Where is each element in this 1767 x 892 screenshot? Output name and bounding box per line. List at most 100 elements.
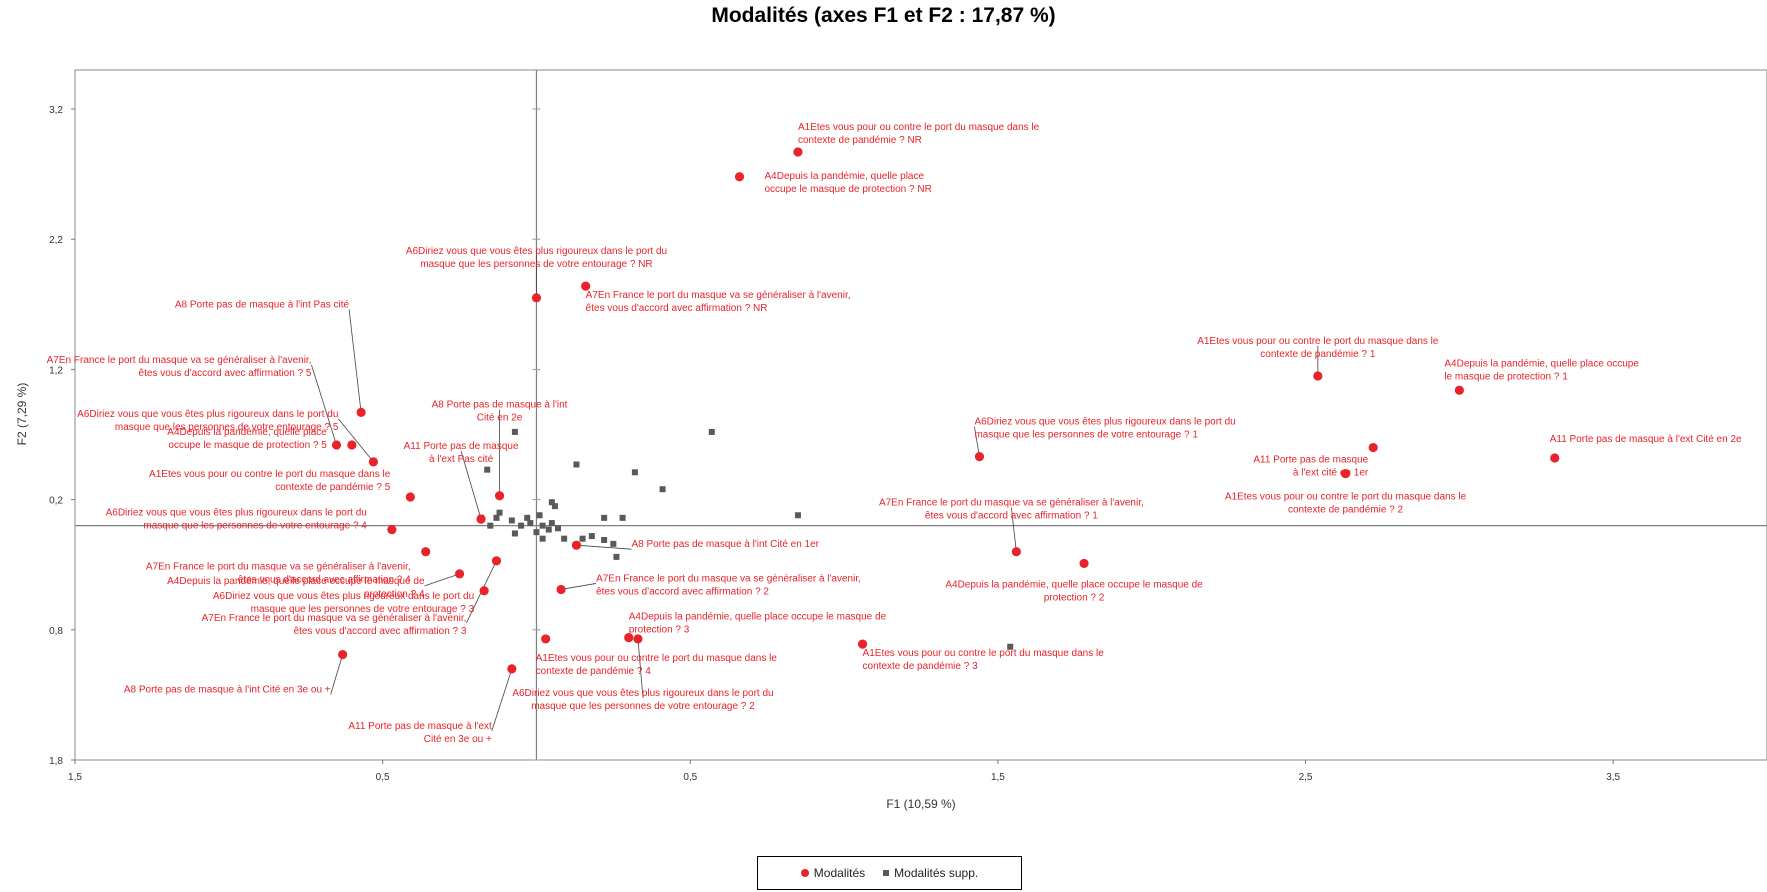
leader-line: [338, 418, 374, 463]
point-label-line: le masque de protection ? 1: [1444, 371, 1568, 382]
supplementary-point: [548, 499, 555, 506]
point-label-line: A7En France le port du masque va se géné…: [146, 562, 411, 573]
active-point: [494, 491, 505, 501]
supplementary-point: [518, 522, 525, 529]
point-label: A1Etes vous pour ou contre le port du ma…: [798, 122, 1040, 146]
point-label-line: A7En France le port du masque va se géné…: [202, 613, 467, 624]
point-label: A6Diriez vous que vous êtes plus rigoure…: [106, 508, 368, 532]
point-label-line: à l'ext Pas cité: [429, 454, 494, 465]
active-point: [454, 569, 465, 579]
supplementary-point: [548, 520, 555, 527]
point-label: A7En France le port du masque va se géné…: [879, 498, 1144, 522]
supplementary-point: [545, 526, 552, 533]
point-label-line: A6Diriez vous que vous êtes plus rigoure…: [77, 409, 338, 420]
supplementary-point: [554, 525, 561, 532]
supplementary-point: [533, 529, 540, 536]
active-point: [421, 547, 431, 557]
point-label: A11 Porte pas de masque à l'ext Cité en 3…: [348, 721, 492, 745]
leader-line: [576, 544, 632, 550]
point-label-line: A11 Porte pas de masque à l'ext: [348, 721, 492, 732]
point-label: A4Depuis la pandémie, quelle place occup…: [167, 576, 425, 600]
point-label-line: contexte de pandémie ? 5: [275, 482, 391, 493]
active-point: [581, 281, 591, 291]
y-tick-label: 1,8: [49, 756, 63, 767]
active-point: [571, 540, 582, 550]
y-tick-label: 1,2: [49, 365, 63, 376]
supplementary-point: [1007, 643, 1014, 650]
point-label-line: A4Depuis la pandémie, quelle place: [764, 171, 924, 182]
point-label-line: A1Etes vous pour ou contre le port du ma…: [1197, 336, 1439, 347]
point-label-line: occupe le masque de protection ? 5: [168, 440, 327, 451]
point-label-line: A8 Porte pas de masque à l'int: [432, 400, 568, 411]
supplementary-point: [794, 512, 801, 519]
point-label-line: A7En France le port du masque va se géné…: [596, 573, 861, 584]
active-point: [541, 634, 551, 644]
supplementary-point: [536, 512, 543, 519]
point-label-line: contexte de pandémie ? 1: [1260, 349, 1376, 360]
active-point: [1454, 385, 1464, 395]
x-axis-label: F1 (10,59 %): [886, 797, 955, 811]
point-labels: A1Etes vous pour ou contre le port du ma…: [47, 122, 1742, 745]
point-label-line: Cité en 3e ou +: [424, 734, 492, 745]
active-point: [857, 639, 868, 649]
active-point: [368, 457, 379, 467]
point-label: A7En France le port du masque va se géné…: [146, 562, 411, 586]
active-point: [1340, 468, 1351, 479]
supplementary-point: [487, 522, 494, 529]
point-label-line: A4Depuis la pandémie, quelle place occup…: [945, 579, 1203, 590]
leader-line: [560, 583, 597, 590]
active-point: [1313, 371, 1323, 381]
point-label-line: A8 Porte pas de masque à l'int Cité en 1…: [631, 539, 819, 550]
active-point: [1079, 558, 1089, 569]
point-label-line: contexte de pandémie ? 2: [1288, 505, 1404, 516]
x-tick-label: 0,5: [683, 772, 697, 783]
point-label-line: A6Diriez vous que vous êtes plus rigoure…: [974, 417, 1235, 428]
supplementary-point: [631, 469, 638, 476]
point-label: A1Etes vous pour ou contre le port du ma…: [149, 469, 391, 493]
active-point: [734, 172, 745, 182]
point-label-line: masque que les personnes de votre entour…: [974, 430, 1198, 441]
point-label-line: masque que les personnes de votre entour…: [115, 422, 339, 433]
supplementary-points: [478, 428, 1014, 650]
point-label-line: êtes vous d'accord avec affirmation ? 3: [294, 626, 467, 637]
point-label-line: A6Diriez vous que vous êtes plus rigoure…: [213, 591, 474, 602]
point-label-line: à l'ext cité en 1er: [1293, 468, 1369, 479]
supplementary-point: [508, 517, 515, 524]
point-label: A8 Porte pas de masque à l'int Cité en 3…: [124, 685, 331, 696]
point-label-line: A1Etes vous pour ou contre le port du ma…: [863, 648, 1105, 659]
point-label: A6Diriez vous que vous êtes plus rigoure…: [512, 688, 773, 712]
legend-item-supplementary: Modalités supp.: [883, 866, 978, 880]
leader-line: [1010, 507, 1017, 552]
supplementary-point: [588, 533, 595, 540]
x-tick-label: 0,5: [376, 772, 390, 783]
active-point: [793, 147, 803, 157]
point-label-line: occupe le masque de protection ? NR: [764, 184, 931, 195]
leader-line: [460, 451, 482, 520]
active-point: [974, 452, 985, 462]
legend-marker-square-icon: [883, 870, 890, 876]
point-label: A11 Porte pas de masque à l'ext Pas cité: [404, 441, 519, 465]
point-label-line: masque que les personnes de votre entour…: [420, 259, 652, 270]
point-label: A6Diriez vous que vous êtes plus rigoure…: [974, 417, 1235, 441]
x-tick-label: 3,5: [1606, 772, 1620, 783]
active-point: [633, 634, 643, 644]
x-tick-label: 2,5: [1299, 772, 1313, 783]
point-label-line: A11 Porte pas de masque: [1253, 455, 1368, 466]
active-point: [356, 407, 366, 417]
point-label: A4Depuis la pandémie, quelle place occup…: [629, 612, 887, 636]
legend-label-active: Modalités: [813, 866, 866, 880]
supplementary-point: [511, 428, 518, 435]
active-point: [476, 514, 486, 524]
point-label-line: contexte de pandémie ? 3: [863, 661, 979, 672]
point-label-line: A8 Porte pas de masque à l'int Cité en 3…: [124, 685, 331, 696]
supplementary-point: [484, 466, 491, 473]
point-label-line: contexte de pandémie ? 4: [536, 666, 652, 677]
point-label: A1Etes vous pour ou contre le port du ma…: [1225, 492, 1467, 516]
active-point: [338, 649, 348, 660]
supplementary-point: [524, 514, 531, 521]
point-label-line: A7En France le port du masque va se géné…: [879, 498, 1144, 509]
point-label-line: êtes vous d'accord avec affirmation ? 2: [596, 586, 769, 597]
x-tick-label: 1,5: [68, 772, 82, 783]
supplementary-point: [601, 536, 608, 543]
